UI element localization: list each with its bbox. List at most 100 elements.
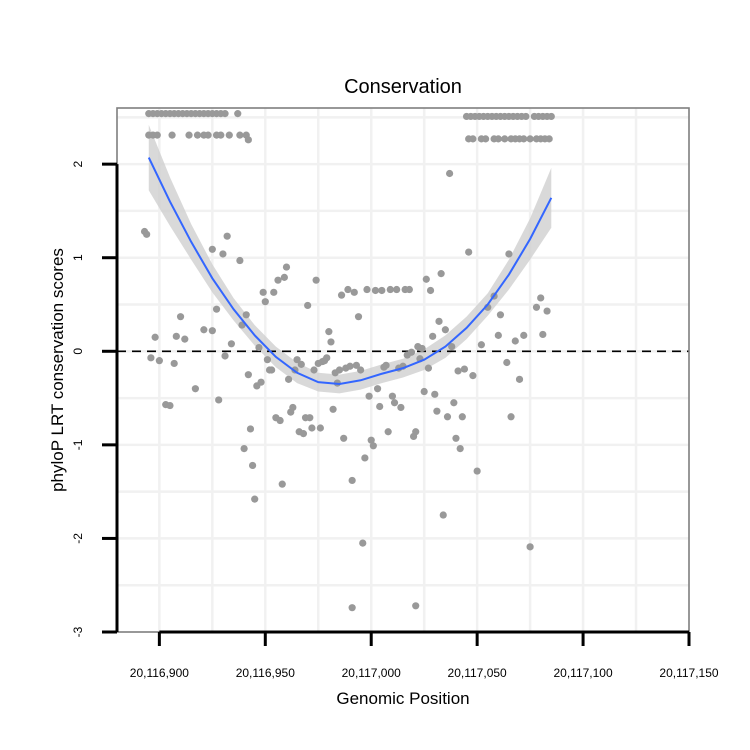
data-point xyxy=(456,445,464,453)
x-tick-label: 20,116,950 xyxy=(236,666,295,680)
data-point xyxy=(276,416,284,425)
smooth-trend-line xyxy=(147,157,553,386)
data-point xyxy=(240,445,248,453)
data-point xyxy=(219,250,227,258)
data-point xyxy=(168,131,176,139)
data-point xyxy=(251,495,259,503)
data-point xyxy=(348,476,356,485)
data-point xyxy=(390,399,399,407)
data-point xyxy=(352,361,360,369)
data-point xyxy=(308,424,316,432)
data-point xyxy=(450,399,458,407)
data-point xyxy=(223,232,231,240)
x-axis: 20,116,900 20,116,950 20,117,000 20,117,050… xyxy=(130,630,719,680)
data-point xyxy=(386,285,394,294)
data-point xyxy=(143,230,151,238)
data-point xyxy=(193,131,202,139)
data-point xyxy=(378,286,386,295)
data-point xyxy=(151,333,159,341)
data-point xyxy=(373,385,382,393)
data-point xyxy=(236,256,244,265)
data-point xyxy=(465,248,473,256)
data-point xyxy=(507,413,515,421)
data-point xyxy=(496,311,505,319)
data-point xyxy=(323,354,331,362)
data-point xyxy=(185,131,193,139)
y-axis: -3 -2 -1 0 1 2 xyxy=(71,160,119,637)
data-point xyxy=(248,461,257,470)
x-axis-label: Genomic Position xyxy=(336,689,469,708)
data-point xyxy=(312,276,320,284)
data-point xyxy=(263,356,272,364)
x-tick-label: 20,116,900 xyxy=(130,666,189,680)
data-point xyxy=(469,372,477,380)
data-point xyxy=(335,366,344,374)
data-point xyxy=(458,413,466,421)
data-point xyxy=(412,602,420,610)
y-axis-label: phyloP LRT conservation scores xyxy=(48,248,67,492)
data-point xyxy=(274,276,282,284)
data-point xyxy=(469,135,477,143)
data-point xyxy=(452,434,460,442)
x-tick-label: 20,117,100 xyxy=(553,666,612,680)
data-point xyxy=(259,288,267,296)
data-point xyxy=(215,396,223,404)
data-point xyxy=(246,425,255,433)
data-point xyxy=(412,428,420,436)
data-point xyxy=(532,303,541,311)
data-point xyxy=(446,169,454,178)
data-point xyxy=(418,344,426,353)
data-point xyxy=(477,341,485,349)
data-point xyxy=(520,135,528,143)
data-point xyxy=(435,317,443,325)
data-point xyxy=(348,604,356,612)
data-point xyxy=(443,413,452,421)
data-point xyxy=(371,286,380,295)
data-point xyxy=(297,360,305,368)
data-point xyxy=(337,291,346,299)
data-point xyxy=(511,337,519,345)
y-tick-label: 1 xyxy=(71,254,85,261)
data-point xyxy=(520,331,528,339)
data-point xyxy=(393,285,401,294)
data-point xyxy=(221,352,229,360)
data-point xyxy=(200,326,208,334)
data-point xyxy=(306,414,314,422)
data-point xyxy=(363,285,371,294)
data-point xyxy=(433,407,441,415)
data-point xyxy=(547,112,555,121)
data-point xyxy=(437,270,445,278)
data-point xyxy=(329,405,337,413)
data-point xyxy=(316,424,324,432)
data-point xyxy=(153,131,161,139)
data-point xyxy=(361,454,369,462)
data-point xyxy=(172,332,180,340)
data-point xyxy=(191,385,199,393)
data-point xyxy=(354,313,363,321)
data-point xyxy=(494,135,502,143)
data-point xyxy=(369,442,377,450)
data-point xyxy=(420,387,428,396)
data-point xyxy=(304,301,312,310)
data-point xyxy=(236,131,244,139)
data-point xyxy=(460,365,469,373)
data-point xyxy=(270,288,278,296)
y-tick-label: 0 xyxy=(71,348,85,355)
data-point xyxy=(261,298,269,306)
data-point xyxy=(208,327,216,335)
chart-title: Conservation xyxy=(344,76,462,98)
data-point xyxy=(376,402,384,411)
data-point xyxy=(257,378,265,386)
data-point xyxy=(234,110,242,118)
confidence-band xyxy=(148,124,552,394)
data-point xyxy=(382,361,390,369)
data-point xyxy=(344,285,352,294)
data-point xyxy=(426,286,435,295)
data-point xyxy=(494,331,502,339)
data-point xyxy=(350,288,358,296)
data-point xyxy=(431,390,439,398)
data-point xyxy=(501,135,509,143)
data-point xyxy=(166,401,174,410)
data-point xyxy=(346,362,354,370)
data-point xyxy=(424,364,433,372)
